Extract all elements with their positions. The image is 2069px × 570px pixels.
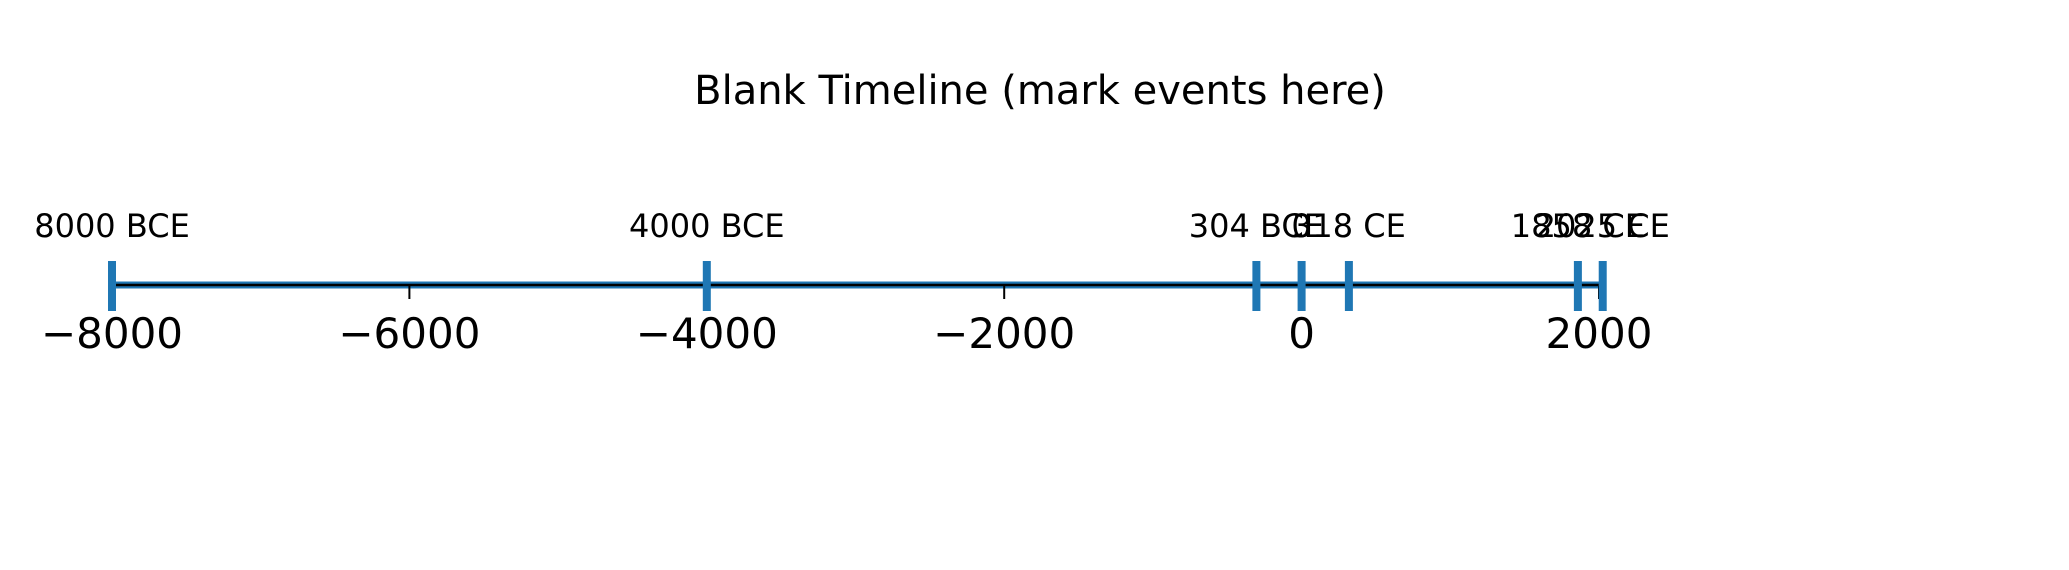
event-label: 1858 CE <box>1511 207 1645 245</box>
event-label: 4000 BCE <box>629 207 785 245</box>
x-tick-label: −2000 <box>933 309 1075 358</box>
event-marker <box>1344 261 1353 311</box>
event-label: 2025 CE <box>1536 207 1670 245</box>
event-marker <box>1252 261 1261 311</box>
event-label: 8000 BCE <box>34 207 190 245</box>
event-label: 318 CE <box>1292 207 1406 245</box>
x-tick-label: −6000 <box>338 309 480 358</box>
event-marker <box>1297 261 1306 311</box>
event-label: 0 <box>1291 207 1311 245</box>
chart-title: Blank Timeline (mark events here) <box>694 68 1386 114</box>
event-marker <box>702 261 711 311</box>
x-tick-label: 2000 <box>1546 309 1653 358</box>
x-tick-label: −8000 <box>41 309 183 358</box>
event-marker <box>1598 261 1607 311</box>
x-tick-label: −4000 <box>636 309 778 358</box>
event-marker <box>1573 261 1582 311</box>
x-axis: −8000 −6000 −4000 −2000 0 2000 <box>41 285 1652 358</box>
x-tick-label: 0 <box>1288 309 1315 358</box>
event-marker <box>108 261 116 311</box>
event-label: 304 BCE <box>1189 207 1324 245</box>
